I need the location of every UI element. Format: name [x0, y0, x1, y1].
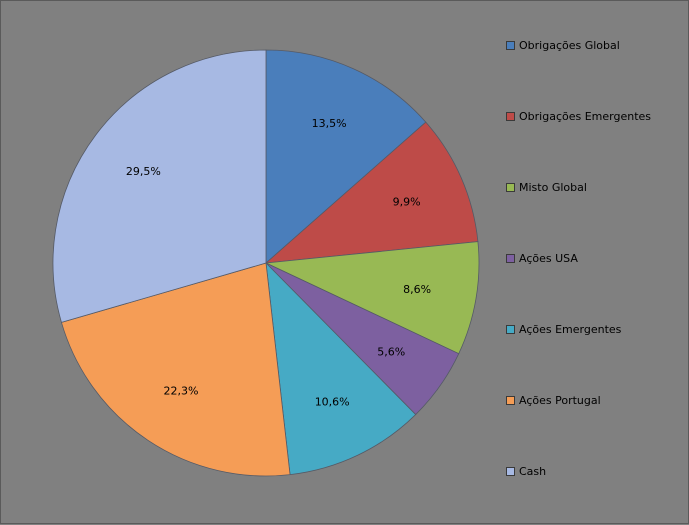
pie-slice-1: [265, 49, 427, 264]
legend-item-1: Obrigações Global: [506, 37, 620, 53]
data-label-7: 29,5%: [126, 165, 161, 178]
data-label-3: 8,6%: [403, 283, 431, 296]
pie-slice-7: [52, 49, 267, 323]
legend-item-4: Ações USA: [506, 250, 578, 266]
legend-label: Misto Global: [519, 180, 587, 194]
data-label-2: 9,9%: [393, 196, 421, 209]
legend-swatch: [506, 40, 515, 50]
legend-swatch: [506, 253, 515, 263]
legend-label: Ações USA: [519, 251, 578, 265]
pie-slice-6: [60, 262, 291, 477]
legend-swatch: [506, 182, 515, 192]
pie-slice-5: [265, 261, 417, 476]
legend-swatch: [506, 324, 515, 334]
legend-swatch: [506, 466, 515, 476]
legend-swatch: [506, 111, 515, 121]
legend-label: Ações Portugal: [519, 393, 601, 407]
legend-label: Cash: [519, 464, 547, 478]
legend-label: Ações Emergentes: [519, 322, 622, 336]
legend-item-2: Obrigações Emergentes: [506, 108, 651, 124]
legend-item-7: Cash: [506, 463, 546, 479]
legend-item-3: Misto Global: [506, 179, 587, 195]
legend-item-6: Ações Portugal: [506, 392, 601, 408]
data-label-6: 22,3%: [164, 385, 199, 398]
legend-item-5: Ações Emergentes: [506, 321, 621, 337]
pie-slice-3: [264, 241, 480, 355]
data-label-4: 5,6%: [377, 346, 405, 359]
data-label-1: 13,5%: [312, 117, 347, 130]
legend-swatch: [506, 395, 515, 405]
legend-label: Obrigações Global: [519, 38, 620, 52]
data-label-5: 10,6%: [315, 395, 350, 408]
legend: Obrigações Global Obrigações Emergentes Mi…: [506, 37, 686, 487]
legend-label: Obrigações Emergentes: [519, 109, 652, 123]
pie-slice-2: [264, 121, 479, 264]
